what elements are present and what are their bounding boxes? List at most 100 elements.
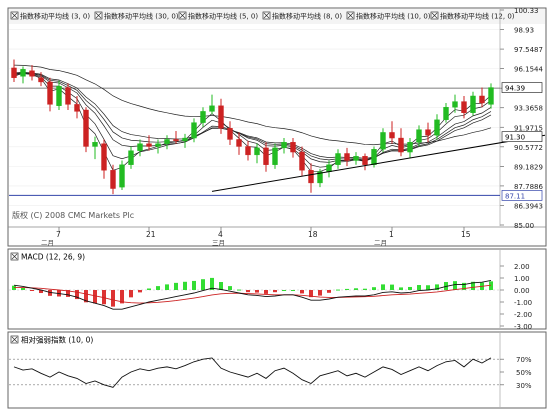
price-tag-label: 94.39 <box>505 85 525 93</box>
candle <box>137 139 143 157</box>
horizontal-lines <box>9 87 500 196</box>
candle <box>236 132 242 155</box>
price-tick-label: 86.3943 <box>514 202 543 210</box>
candle <box>263 142 269 172</box>
close-box-icon <box>11 12 18 19</box>
candle-body <box>236 139 242 147</box>
candle-body <box>155 143 161 147</box>
candle <box>344 147 350 167</box>
price-tag: 91.30 <box>501 131 543 142</box>
price-tick-label: 98.93 <box>514 27 534 35</box>
price-tick-label: 87.7886 <box>514 183 543 191</box>
macd-tick-label: -1.00 <box>514 299 532 307</box>
month-label: 二月 <box>41 239 54 247</box>
candle-body <box>92 142 98 147</box>
month-label: 三月 <box>212 239 225 247</box>
date-label: 4 <box>218 230 223 239</box>
candle-body <box>425 129 431 136</box>
price-tick-label: 90.5772 <box>514 144 543 152</box>
macd-tick-label: -3.00 <box>514 323 532 331</box>
close-box-icon <box>11 336 18 343</box>
macd-hist-bar <box>426 285 430 290</box>
candle <box>164 135 170 150</box>
legend-label: 指数移动平均线 (30, 0) <box>104 12 179 21</box>
price-tick-label: 97.5487 <box>514 46 543 54</box>
candle <box>146 135 152 151</box>
legend-item[interactable]: 指数移动平均线 (30, 0) <box>94 12 179 21</box>
macd-hist-bar <box>453 281 457 290</box>
candle <box>488 83 494 109</box>
macd-hist-bar <box>417 285 421 290</box>
macd-hist-bar <box>354 288 358 290</box>
candle <box>155 139 161 154</box>
candle <box>20 66 26 84</box>
price-tag-label: 87.11 <box>505 192 525 200</box>
candle-body <box>218 105 224 129</box>
candle <box>281 138 287 154</box>
price-tick-label: 96.1544 <box>514 66 543 74</box>
candle-body <box>488 87 494 105</box>
legend-label: 指数移动平均线 (5, 0) <box>188 12 258 21</box>
macd-hist-bar <box>282 290 286 291</box>
legend-item[interactable]: 指数移动平均线 (5, 0) <box>178 12 258 21</box>
candle-body <box>308 170 314 184</box>
candle-body <box>317 171 323 184</box>
candle-body <box>380 132 386 150</box>
macd-hist-bar <box>228 286 232 290</box>
macd-hist-bar <box>255 290 259 293</box>
candle-body <box>146 143 152 147</box>
rsi-label-group[interactable]: 相对强弱指数 (10, 0) <box>10 335 93 345</box>
macd-lines <box>13 279 492 310</box>
candle <box>11 59 17 82</box>
candle <box>218 98 224 134</box>
legend-item[interactable]: 指数移动平均线 (8, 0) <box>262 12 342 21</box>
month-label: 二月 <box>374 239 387 247</box>
candle-body <box>227 128 233 140</box>
candle <box>191 118 197 143</box>
candle <box>317 168 323 188</box>
candle-body <box>263 147 269 165</box>
legend-item[interactable]: 指数移动平均线 (3, 0) <box>10 12 90 21</box>
macd-hist-bar <box>237 289 241 291</box>
legend-bar <box>9 9 545 24</box>
macd-hist-bar <box>210 277 214 290</box>
candle <box>38 72 44 87</box>
macd-hist-bar <box>201 279 205 290</box>
date-label: 15 <box>461 230 471 239</box>
close-box-icon <box>347 12 354 19</box>
candle <box>245 140 251 161</box>
legend-item[interactable]: 指数移动平均线 (10, 0) <box>346 12 431 21</box>
candle <box>200 107 206 127</box>
macd-hist-bar <box>309 290 313 298</box>
rsi-series-line <box>13 357 492 388</box>
macd-hist-bar <box>345 288 349 290</box>
candle-body <box>272 147 278 165</box>
candle <box>398 128 404 157</box>
candle <box>182 133 188 148</box>
macd-hist-bar <box>66 290 70 297</box>
candle-body <box>65 87 71 105</box>
macd-label-group[interactable]: MACD (12, 26, 9) <box>10 253 85 262</box>
macd-hist-bar <box>120 290 124 304</box>
candle <box>74 95 80 119</box>
candle <box>434 114 440 140</box>
macd-hist-bar <box>156 286 160 290</box>
date-label: 18 <box>308 230 318 239</box>
candle <box>299 146 305 176</box>
legend-label: 指数移动平均线 (12, 0) <box>440 12 515 21</box>
support-trendline <box>211 134 546 192</box>
candle <box>470 91 476 116</box>
candle-body <box>299 151 305 171</box>
macd-hist-bar <box>129 290 133 298</box>
candle-body <box>20 69 26 77</box>
candle <box>119 160 125 190</box>
candle-body <box>74 104 80 112</box>
macd-hist-bar <box>21 287 25 290</box>
candle-body <box>101 143 107 171</box>
macd-hist-bar <box>471 281 475 290</box>
candle-body <box>110 170 116 189</box>
candle-body <box>389 132 395 139</box>
legend-item[interactable]: 指数移动平均线 (12, 0) <box>430 12 515 21</box>
macd-hist-bar <box>165 284 169 290</box>
